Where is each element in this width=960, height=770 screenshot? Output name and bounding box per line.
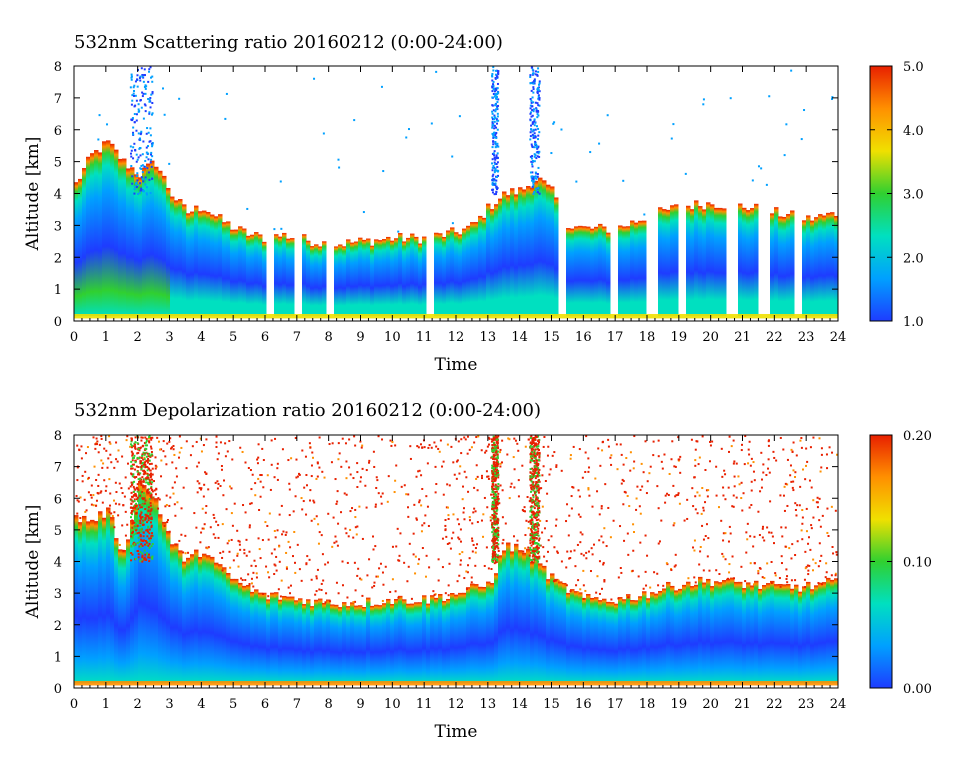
y-tick-label: 3 — [54, 587, 62, 602]
x-tick-label: 24 — [830, 330, 847, 345]
x-tick-label: 23 — [798, 697, 815, 712]
x-tick-label: 19 — [671, 330, 688, 345]
x-tick-label: 5 — [229, 697, 237, 712]
y-tick-label: 8 — [54, 429, 62, 444]
x-tick-label: 13 — [480, 697, 497, 712]
panel-title: 532nm Scattering ratio 20160212 (0:00-24… — [74, 32, 503, 53]
x-tick-label: 6 — [261, 330, 269, 345]
y-tick-label: 8 — [54, 60, 62, 75]
y-tick-label: 0 — [54, 682, 62, 697]
y-tick-label: 2 — [54, 251, 62, 266]
y-tick-label: 6 — [54, 124, 62, 139]
colorbar-tick-label: 0.00 — [903, 682, 932, 697]
x-tick-label: 19 — [671, 697, 688, 712]
x-tick-label: 4 — [197, 697, 205, 712]
x-tick-label: 24 — [830, 697, 847, 712]
x-tick-label: 0 — [70, 697, 78, 712]
x-tick-label: 21 — [734, 330, 751, 345]
x-tick-label: 10 — [384, 330, 401, 345]
x-tick-label: 17 — [607, 330, 624, 345]
x-tick-label: 21 — [734, 697, 751, 712]
x-tick-label: 8 — [325, 330, 333, 345]
x-tick-label: 14 — [511, 330, 528, 345]
x-tick-label: 0 — [70, 330, 78, 345]
x-tick-label: 22 — [766, 330, 783, 345]
x-tick-label: 2 — [134, 330, 142, 345]
x-tick-label: 15 — [543, 330, 560, 345]
x-tick-label: 22 — [766, 697, 783, 712]
y-tick-label: 1 — [54, 283, 62, 298]
colorbar-tick-label: 1.0 — [903, 315, 924, 330]
x-tick-label: 9 — [356, 330, 364, 345]
panel-title: 532nm Depolarization ratio 20160212 (0:0… — [74, 400, 541, 421]
x-axis-label: Time — [435, 722, 478, 742]
x-tick-label: 17 — [607, 697, 624, 712]
y-tick-label: 5 — [54, 524, 62, 539]
x-tick-label: 1 — [102, 330, 110, 345]
colorbar-tick-label: 0.10 — [903, 556, 932, 571]
x-tick-label: 8 — [325, 697, 333, 712]
x-tick-label: 3 — [165, 330, 173, 345]
x-tick-label: 12 — [448, 330, 465, 345]
x-tick-label: 16 — [575, 697, 592, 712]
colorbar-tick-label: 5.0 — [903, 60, 924, 75]
x-tick-label: 18 — [639, 697, 656, 712]
y-tick-label: 7 — [54, 92, 62, 107]
x-tick-label: 4 — [197, 330, 205, 345]
colorbar-tick-label: 2.0 — [903, 251, 924, 266]
x-tick-label: 3 — [165, 697, 173, 712]
x-tick-label: 11 — [416, 330, 433, 345]
x-tick-label: 2 — [134, 697, 142, 712]
x-tick-label: 13 — [480, 330, 497, 345]
x-tick-label: 23 — [798, 330, 815, 345]
x-tick-label: 18 — [639, 330, 656, 345]
x-tick-label: 9 — [356, 697, 364, 712]
heatmap-field — [74, 66, 838, 319]
y-axis-label: Altitude [km] — [23, 505, 43, 620]
depolarization-ratio-panel: 532nm Depolarization ratio 20160212 (0:0… — [23, 400, 932, 742]
y-tick-label: 7 — [54, 461, 62, 476]
scattering-ratio-panel: 532nm Scattering ratio 20160212 (0:00-24… — [23, 32, 924, 375]
y-axis-label: Altitude [km] — [23, 137, 43, 252]
x-tick-label: 16 — [575, 330, 592, 345]
x-tick-label: 7 — [293, 330, 301, 345]
x-tick-label: 12 — [448, 697, 465, 712]
colorbar-tick-label: 0.20 — [903, 429, 932, 444]
y-tick-label: 0 — [54, 315, 62, 330]
x-tick-label: 6 — [261, 697, 269, 712]
y-tick-label: 2 — [54, 619, 62, 634]
x-tick-label: 15 — [543, 697, 560, 712]
x-axis-label: Time — [435, 355, 478, 375]
x-tick-label: 11 — [416, 697, 433, 712]
y-tick-label: 4 — [54, 188, 62, 203]
y-tick-label: 6 — [54, 492, 62, 507]
x-tick-label: 20 — [702, 330, 719, 345]
y-tick-label: 4 — [54, 556, 62, 571]
y-tick-label: 3 — [54, 219, 62, 234]
colorbar-tick-label: 3.0 — [903, 188, 924, 203]
x-tick-label: 7 — [293, 697, 301, 712]
y-tick-label: 5 — [54, 156, 62, 171]
x-tick-label: 1 — [102, 697, 110, 712]
y-tick-label: 1 — [54, 650, 62, 665]
x-tick-label: 14 — [511, 697, 528, 712]
colorbar-tick-label: 4.0 — [903, 124, 924, 139]
x-tick-label: 5 — [229, 330, 237, 345]
x-tick-label: 10 — [384, 697, 401, 712]
x-tick-label: 20 — [702, 697, 719, 712]
